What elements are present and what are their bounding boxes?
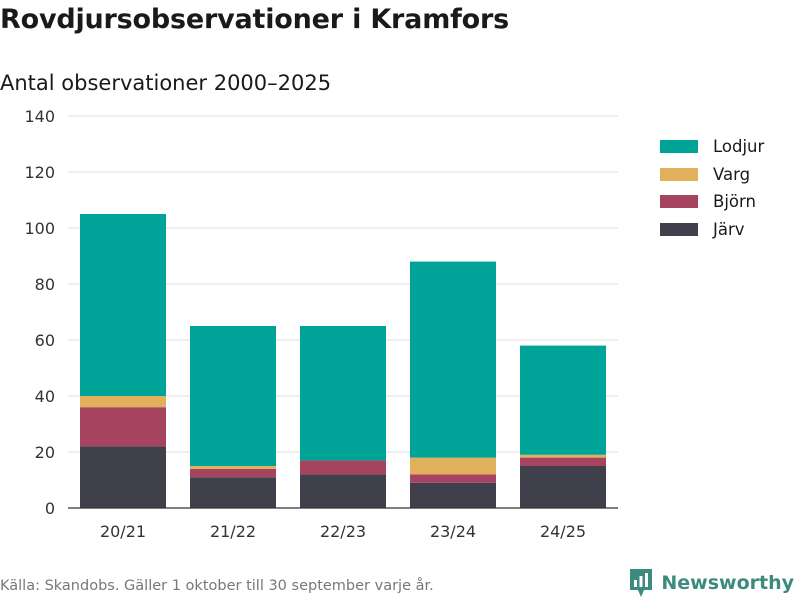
x-tick-label: 24/25: [540, 522, 586, 541]
bar-varg-24-25[interactable]: [520, 454, 606, 458]
y-tick-label: 120: [24, 163, 55, 182]
legend-item[interactable]: Lodjur: [660, 133, 764, 161]
bar-lodjur-21-22[interactable]: [190, 326, 276, 466]
y-tick-label: 140: [24, 107, 55, 126]
chart-title: Rovdjursobservationer i Kramfors: [0, 4, 510, 35]
y-tick-label: 80: [35, 275, 55, 294]
legend-swatch: [660, 167, 698, 181]
bar-j-rv-23-24[interactable]: [410, 482, 496, 508]
legend-item[interactable]: Björn: [660, 188, 764, 216]
bar-varg-20-21[interactable]: [80, 396, 166, 408]
bar-j-rv-22-23[interactable]: [300, 474, 386, 508]
x-tick-label: 22/23: [320, 522, 366, 541]
newsworthy-logo-icon: [630, 569, 653, 597]
legend-item[interactable]: Varg: [660, 161, 764, 189]
y-tick-label: 20: [35, 443, 55, 462]
bar-lodjur-22-23[interactable]: [300, 326, 386, 461]
legend-label: Lodjur: [713, 137, 765, 157]
y-tick-label: 40: [35, 387, 55, 406]
bar-varg-21-22[interactable]: [190, 466, 276, 469]
bar-j-rv-24-25[interactable]: [520, 466, 606, 508]
y-tick-label: 0: [45, 499, 55, 518]
legend-item[interactable]: Järv: [660, 216, 764, 244]
bar-j-rv-20-21[interactable]: [80, 446, 166, 508]
y-tick-label: 100: [24, 219, 55, 238]
bar-varg-23-24[interactable]: [410, 457, 496, 475]
brand-logo: Newsworthy: [629, 568, 794, 598]
legend-label: Björn: [713, 192, 756, 212]
x-tick-label: 21/22: [210, 522, 256, 541]
source-note: Källa: Skandobs. Gäller 1 oktober till 3…: [0, 578, 434, 594]
bar-bj-rn-24-25[interactable]: [520, 457, 606, 466]
bar-bj-rn-23-24[interactable]: [410, 474, 496, 483]
bar-j-rv-21-22[interactable]: [190, 477, 276, 508]
bar-lodjur-20-21[interactable]: [80, 214, 166, 396]
bar-lodjur-24-25[interactable]: [520, 345, 606, 455]
brand-name: Newsworthy: [661, 572, 794, 594]
y-tick-label: 60: [35, 331, 55, 350]
legend: Lodjur Varg Björn Järv: [660, 133, 764, 243]
bar-bj-rn-21-22[interactable]: [190, 468, 276, 478]
legend-swatch: [660, 222, 698, 236]
bar-bj-rn-22-23[interactable]: [300, 460, 386, 475]
legend-label: Järv: [713, 219, 745, 239]
legend-label: Varg: [713, 164, 751, 184]
bar-bj-rn-20-21[interactable]: [80, 407, 166, 447]
x-tick-label: 20/21: [100, 522, 146, 541]
chart-subtitle: Antal observationer 2000–2025: [0, 71, 332, 95]
x-tick-label: 23/24: [430, 522, 476, 541]
legend-swatch: [660, 195, 698, 209]
legend-swatch: [660, 140, 698, 154]
bar-lodjur-23-24[interactable]: [410, 261, 496, 458]
